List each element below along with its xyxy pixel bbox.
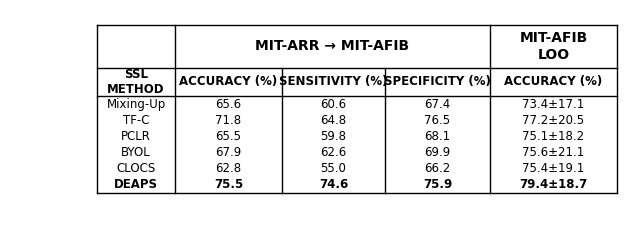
- Text: 59.8: 59.8: [321, 130, 346, 143]
- Text: 68.1: 68.1: [424, 130, 451, 143]
- Text: SENSITIVITY (%): SENSITIVITY (%): [279, 76, 388, 88]
- Text: Mixing-Up: Mixing-Up: [106, 98, 166, 111]
- Text: 79.4±18.7: 79.4±18.7: [520, 178, 588, 191]
- Text: ACCURACY (%): ACCURACY (%): [504, 76, 603, 88]
- Text: 75.5: 75.5: [214, 178, 243, 191]
- Text: TF-C: TF-C: [123, 114, 149, 127]
- Text: 62.8: 62.8: [216, 162, 241, 175]
- Text: 75.6±21.1: 75.6±21.1: [522, 146, 584, 159]
- Text: 77.2±20.5: 77.2±20.5: [522, 114, 584, 127]
- Text: SSL
METHOD: SSL METHOD: [108, 68, 164, 96]
- Text: 60.6: 60.6: [321, 98, 347, 111]
- Text: DEAPS: DEAPS: [114, 178, 158, 191]
- Text: MIT-AFIB
LOO: MIT-AFIB LOO: [520, 31, 588, 62]
- Text: 65.6: 65.6: [216, 98, 241, 111]
- Text: MIT-ARR → MIT-AFIB: MIT-ARR → MIT-AFIB: [255, 39, 410, 54]
- Text: 75.4±19.1: 75.4±19.1: [522, 162, 584, 175]
- Text: 75.1±18.2: 75.1±18.2: [522, 130, 584, 143]
- Text: 55.0: 55.0: [321, 162, 346, 175]
- Text: 67.4: 67.4: [424, 98, 451, 111]
- Text: 74.6: 74.6: [319, 178, 348, 191]
- Text: 65.5: 65.5: [216, 130, 241, 143]
- Text: 73.4±17.1: 73.4±17.1: [522, 98, 584, 111]
- Text: 75.9: 75.9: [423, 178, 452, 191]
- Text: 66.2: 66.2: [424, 162, 451, 175]
- Text: 64.8: 64.8: [321, 114, 347, 127]
- Text: ACCURACY (%): ACCURACY (%): [179, 76, 278, 88]
- Text: CLOCS: CLOCS: [116, 162, 156, 175]
- Text: BYOL: BYOL: [121, 146, 151, 159]
- Text: PCLR: PCLR: [121, 130, 151, 143]
- Text: SPECIFICITY (%): SPECIFICITY (%): [384, 76, 491, 88]
- Text: 76.5: 76.5: [424, 114, 451, 127]
- Text: 71.8: 71.8: [216, 114, 241, 127]
- Text: 69.9: 69.9: [424, 146, 451, 159]
- Text: 62.6: 62.6: [321, 146, 347, 159]
- Text: 67.9: 67.9: [216, 146, 242, 159]
